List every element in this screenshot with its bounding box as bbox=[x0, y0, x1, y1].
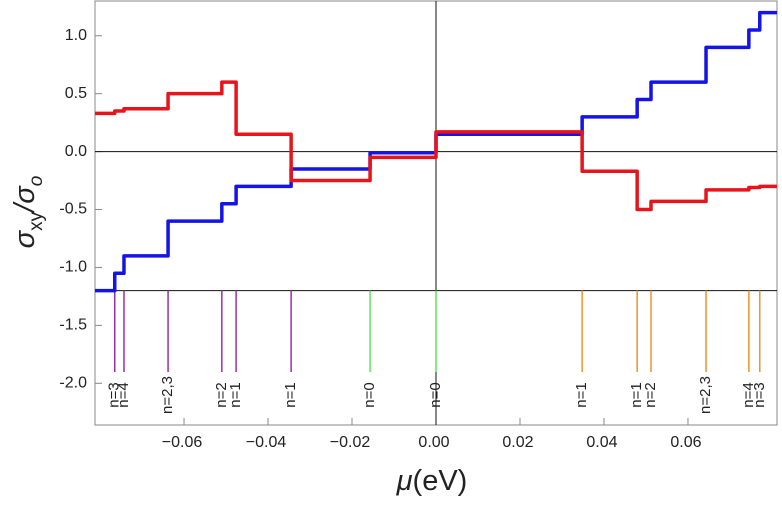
x-tick-label: −0.06 bbox=[162, 434, 203, 451]
level-label: n=4 bbox=[740, 382, 757, 407]
level-label: n=3 bbox=[751, 382, 768, 407]
x-tick-label: 0.02 bbox=[502, 434, 533, 451]
y-tick-label: 0.5 bbox=[65, 85, 87, 102]
level-label: n=0 bbox=[427, 382, 444, 407]
y-label-sub: o bbox=[26, 176, 47, 187]
y-label-part: σ bbox=[9, 229, 41, 248]
x-tick-label: −0.02 bbox=[330, 434, 371, 451]
x-tick-label: 0.06 bbox=[670, 434, 701, 451]
y-label-sub: xy bbox=[26, 211, 47, 231]
y-tick-label: -2.0 bbox=[59, 375, 87, 392]
data-line bbox=[95, 10, 777, 293]
y-tick-label: -1.5 bbox=[59, 317, 87, 334]
x-label-symbol: μ bbox=[396, 465, 413, 497]
level-label: n=2,3 bbox=[159, 376, 176, 414]
x-tick-label: −0.04 bbox=[246, 434, 287, 451]
level-label: n=1 bbox=[628, 382, 645, 407]
y-tick-label: -1.0 bbox=[59, 259, 87, 276]
x-axis-label: μ(eV) bbox=[396, 465, 468, 497]
level-label: n=4 bbox=[115, 382, 132, 407]
x-label-unit: (eV) bbox=[413, 465, 468, 497]
level-label: n=2 bbox=[213, 382, 230, 407]
level-label: n=3 bbox=[106, 382, 123, 407]
level-label: n=0 bbox=[361, 382, 378, 407]
level-label: n=1 bbox=[227, 382, 244, 407]
x-tick-label: 0.00 bbox=[418, 434, 449, 451]
y-tick-label: 0.0 bbox=[65, 143, 87, 160]
level-label: n=1 bbox=[282, 382, 299, 407]
y-label-part: /σ bbox=[9, 185, 41, 214]
data-line bbox=[95, 80, 777, 212]
y-tick-label: -0.5 bbox=[59, 201, 87, 218]
level-label: n=2 bbox=[642, 382, 659, 407]
y-tick-label: 1.0 bbox=[65, 27, 87, 44]
level-label: n=1 bbox=[573, 382, 590, 407]
level-label: n=2,3 bbox=[697, 376, 714, 414]
y-axis-label: σxy/σo bbox=[9, 176, 47, 249]
x-tick-label: 0.04 bbox=[586, 434, 617, 451]
